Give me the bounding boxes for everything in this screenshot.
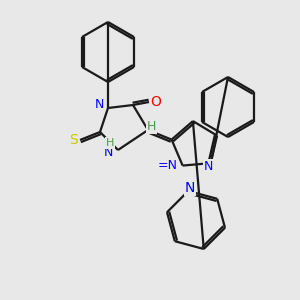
Text: N: N [103,146,113,160]
Text: =N: =N [158,159,178,172]
Text: H: H [106,138,114,148]
Text: N: N [185,181,195,195]
Text: N: N [204,160,213,172]
Text: S: S [69,133,77,147]
Text: H: H [147,120,157,133]
Text: O: O [151,95,161,109]
Text: N: N [94,98,104,112]
